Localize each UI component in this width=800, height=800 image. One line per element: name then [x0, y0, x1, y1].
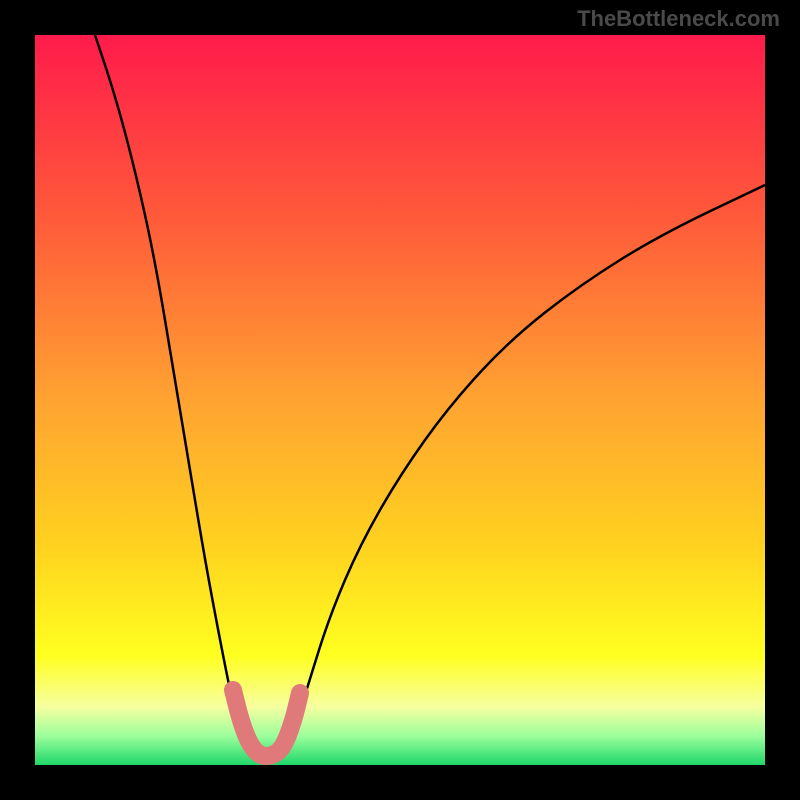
curve-right [293, 185, 765, 735]
chart-curves [0, 0, 800, 800]
watermark: TheBottleneck.com [577, 6, 780, 32]
curve-left [95, 35, 240, 735]
bottom-u-segment [233, 690, 300, 756]
